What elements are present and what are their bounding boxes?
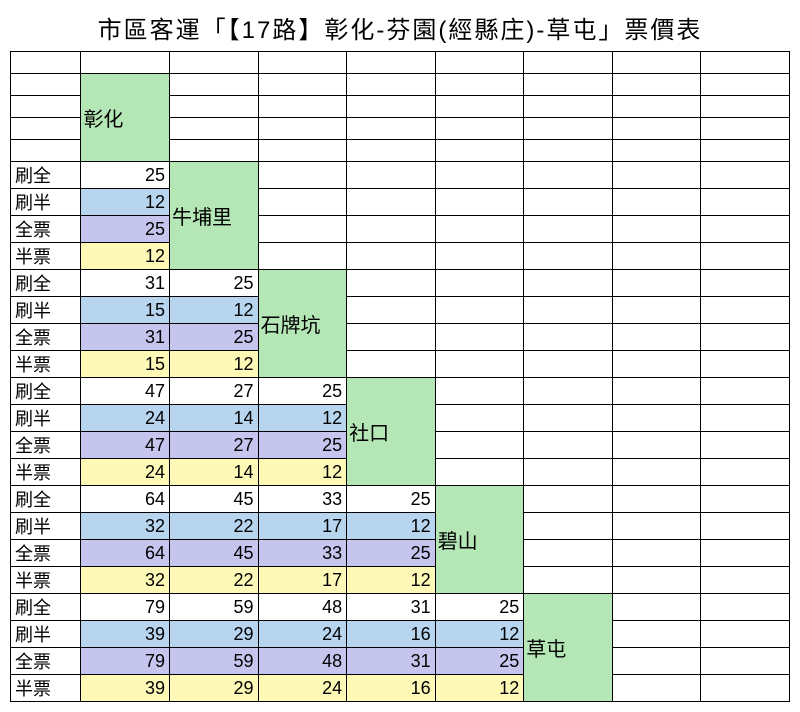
fare-cell: 25 [258, 378, 347, 405]
fare-cell: 17 [258, 567, 347, 594]
fare-cell: 12 [258, 459, 347, 486]
fare-cell: 25 [81, 216, 170, 243]
fare-cell: 29 [170, 675, 259, 702]
fare-label: 半票 [11, 675, 81, 702]
fare-cell: 29 [170, 621, 259, 648]
fare-cell: 24 [258, 675, 347, 702]
fare-cell: 39 [81, 675, 170, 702]
fare-label: 刷半 [11, 189, 81, 216]
fare-cell: 25 [170, 324, 259, 351]
fare-label: 刷半 [11, 621, 81, 648]
fare-cell: 32 [81, 513, 170, 540]
fare-cell: 25 [347, 540, 436, 567]
fare-cell: 59 [170, 594, 259, 621]
station-2: 石牌坑 [258, 270, 347, 378]
fare-cell: 25 [170, 270, 259, 297]
fare-cell: 15 [81, 351, 170, 378]
fare-label: 刷全 [11, 378, 81, 405]
fare-cell: 31 [81, 324, 170, 351]
fare-label: 刷半 [11, 297, 81, 324]
page-title: 市區客運「【17路】彰化-芬園(經縣庄)-草屯」票價表 [10, 10, 790, 45]
fare-cell: 39 [81, 621, 170, 648]
fare-cell: 25 [435, 594, 524, 621]
fare-cell: 12 [435, 621, 524, 648]
fare-cell: 27 [170, 432, 259, 459]
fare-cell: 59 [170, 648, 259, 675]
fare-cell: 25 [347, 486, 436, 513]
fare-cell: 15 [81, 297, 170, 324]
fare-cell: 64 [81, 486, 170, 513]
empty-label [11, 52, 81, 74]
fare-cell: 14 [170, 405, 259, 432]
fare-cell: 79 [81, 648, 170, 675]
fare-cell: 25 [81, 162, 170, 189]
fare-cell: 25 [258, 432, 347, 459]
fare-label: 全票 [11, 324, 81, 351]
fare-cell: 22 [170, 513, 259, 540]
fare-cell: 79 [81, 594, 170, 621]
fare-cell: 47 [81, 378, 170, 405]
fare-label: 半票 [11, 351, 81, 378]
fare-cell: 31 [347, 594, 436, 621]
station-1: 牛埔里 [170, 162, 259, 270]
fare-cell: 16 [347, 675, 436, 702]
fare-cell: 48 [258, 648, 347, 675]
fare-cell: 24 [258, 621, 347, 648]
fare-cell: 12 [81, 189, 170, 216]
fare-label: 刷全 [11, 270, 81, 297]
empty-label [11, 118, 81, 140]
fare-cell: 27 [170, 378, 259, 405]
station-4: 碧山 [435, 486, 524, 594]
fare-cell: 64 [81, 540, 170, 567]
fare-label: 全票 [11, 216, 81, 243]
fare-cell: 25 [435, 648, 524, 675]
station-0: 彰化 [81, 74, 170, 162]
fare-cell: 31 [347, 648, 436, 675]
empty-label [11, 96, 81, 118]
fare-cell: 12 [347, 567, 436, 594]
fare-cell: 12 [170, 351, 259, 378]
fare-label: 刷全 [11, 486, 81, 513]
fare-cell: 14 [170, 459, 259, 486]
fare-label: 刷半 [11, 513, 81, 540]
fare-cell: 22 [170, 567, 259, 594]
station-3: 社口 [347, 378, 436, 486]
fare-cell: 32 [81, 567, 170, 594]
fare-cell: 12 [258, 405, 347, 432]
fare-label: 半票 [11, 459, 81, 486]
fare-table: 彰化刷全25牛埔里刷半12全票25半票12刷全3125石牌坑刷半1512全票31… [10, 51, 790, 702]
fare-label: 全票 [11, 432, 81, 459]
fare-label: 刷半 [11, 405, 81, 432]
fare-cell: 31 [81, 270, 170, 297]
fare-cell: 12 [347, 513, 436, 540]
empty-label [11, 74, 81, 96]
fare-cell: 48 [258, 594, 347, 621]
fare-cell: 47 [81, 432, 170, 459]
fare-cell: 12 [435, 675, 524, 702]
fare-cell: 24 [81, 405, 170, 432]
fare-label: 刷全 [11, 594, 81, 621]
station-5: 草屯 [524, 594, 613, 702]
fare-cell: 33 [258, 540, 347, 567]
fare-label: 全票 [11, 540, 81, 567]
fare-cell: 12 [81, 243, 170, 270]
fare-cell: 24 [81, 459, 170, 486]
fare-cell: 45 [170, 540, 259, 567]
fare-cell: 16 [347, 621, 436, 648]
fare-label: 刷全 [11, 162, 81, 189]
fare-label: 半票 [11, 567, 81, 594]
fare-cell: 12 [170, 297, 259, 324]
fare-label: 半票 [11, 243, 81, 270]
fare-cell: 45 [170, 486, 259, 513]
empty-label [11, 140, 81, 162]
fare-cell: 33 [258, 486, 347, 513]
fare-label: 全票 [11, 648, 81, 675]
fare-cell: 17 [258, 513, 347, 540]
